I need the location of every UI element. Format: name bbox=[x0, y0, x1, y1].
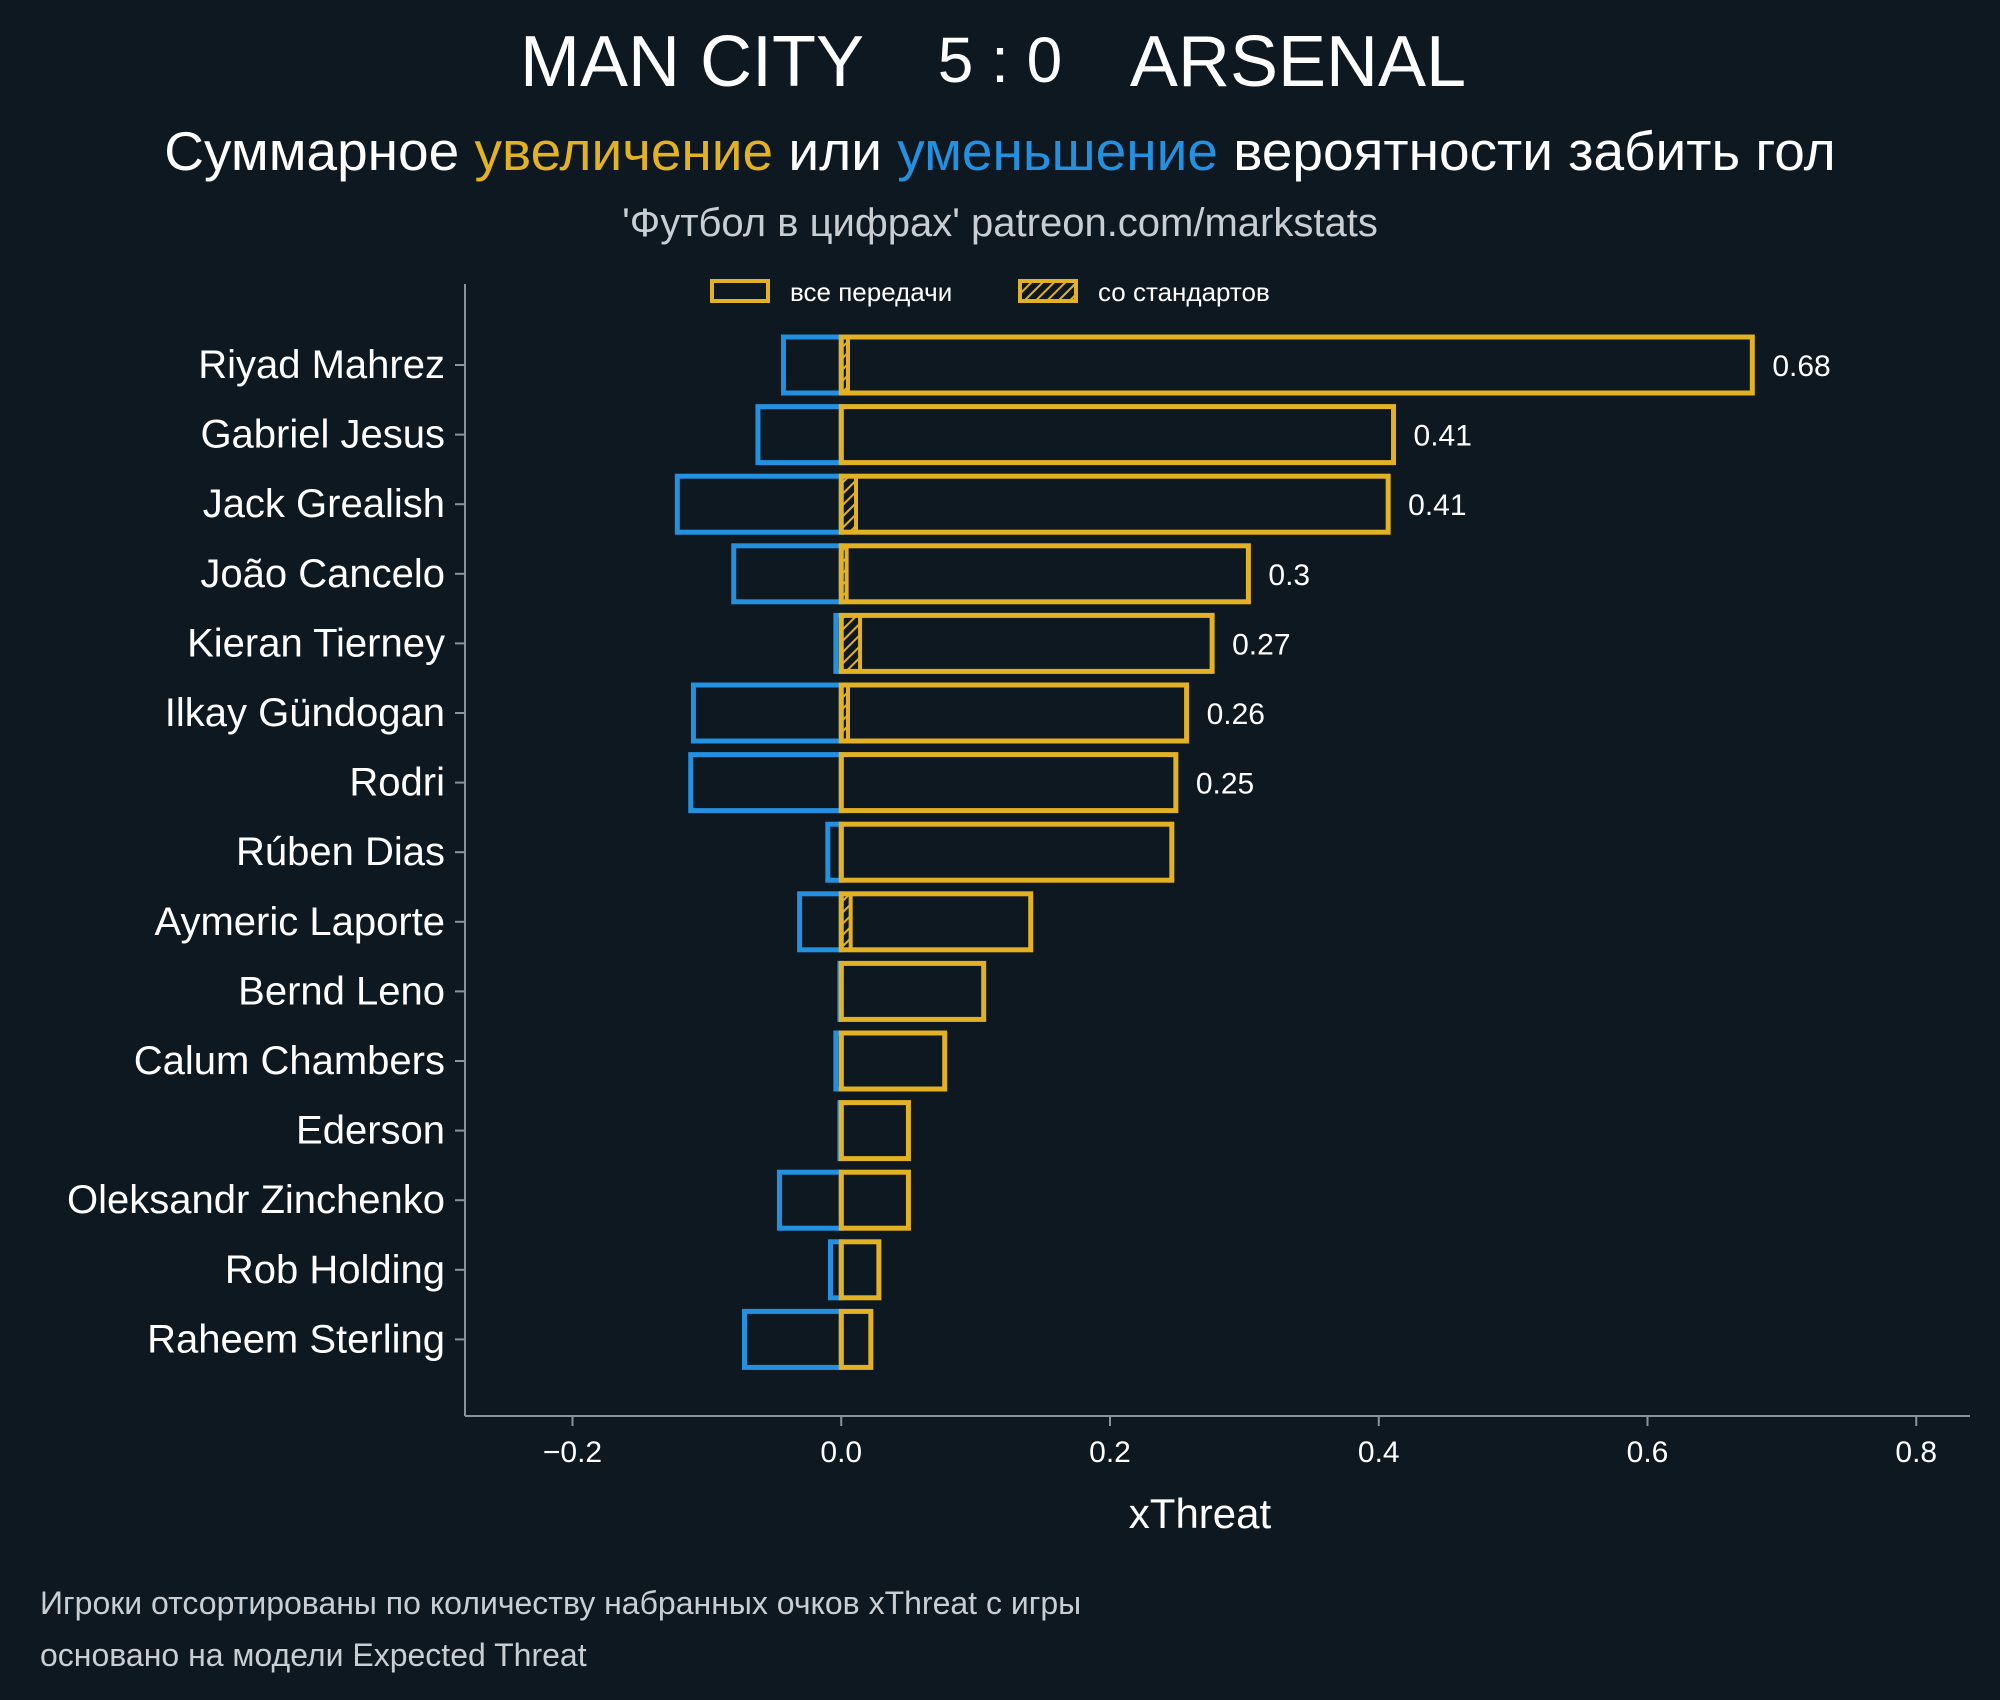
x-tick-label: 0.6 bbox=[1627, 1436, 1669, 1469]
data-label: 0.41 bbox=[1414, 420, 1472, 453]
subtitle-decrease: уменьшение bbox=[897, 120, 1218, 182]
legend-label-all: все передачи bbox=[790, 277, 952, 307]
bar-positive bbox=[838, 1169, 911, 1231]
legend: все передачи со стандартов bbox=[710, 277, 1270, 307]
bar-positive bbox=[838, 1308, 874, 1370]
x-axis-label: xThreat bbox=[1129, 1490, 1272, 1537]
x-tick-label: 0.4 bbox=[1358, 1436, 1400, 1469]
score: 5 : 0 bbox=[938, 24, 1063, 96]
data-label: 0.41 bbox=[1408, 489, 1466, 522]
y-tick-label: Ilkay Gündogan bbox=[165, 691, 445, 735]
bar-positive bbox=[838, 612, 1215, 674]
legend-label-setpiece: со стандартов bbox=[1098, 277, 1270, 307]
source-credit: 'Футбол в цифрах' patreon.com/markstats bbox=[622, 201, 1378, 245]
subtitle-part2: или bbox=[773, 120, 897, 182]
bar-positive bbox=[838, 473, 1391, 535]
chart-subtitle: Суммарное увеличение или уменьшение веро… bbox=[164, 120, 1835, 182]
y-tick-label: Bernd Leno bbox=[238, 969, 445, 1013]
y-tick-labels: Riyad Mahrez Gabriel Jesus Jack Grealish Jo… bbox=[67, 343, 465, 1361]
y-tick-label: Kieran Tierney bbox=[187, 621, 445, 665]
y-tick-label: Rob Holding bbox=[225, 1248, 445, 1292]
bar-positive bbox=[838, 1239, 882, 1301]
bar-positive bbox=[838, 682, 1190, 744]
x-tick-labels: −0.2 0.0 0.2 0.4 0.6 0.8 bbox=[543, 1416, 1937, 1469]
y-tick-label: Calum Chambers bbox=[134, 1039, 445, 1083]
data-label: 0.26 bbox=[1207, 698, 1265, 731]
y-tick-label: Rodri bbox=[349, 761, 445, 805]
bar-positive bbox=[838, 752, 1179, 814]
subtitle-increase: увеличение bbox=[475, 120, 774, 182]
legend-swatch-setpiece bbox=[1018, 279, 1078, 303]
y-tick-label: Jack Grealish bbox=[203, 482, 445, 526]
y-tick-label: Ederson bbox=[296, 1109, 445, 1153]
data-label: 0.68 bbox=[1772, 350, 1830, 383]
y-tick-label: Oleksandr Zinchenko bbox=[67, 1178, 445, 1222]
bar-setpiece bbox=[839, 613, 863, 674]
y-tick-label: Raheem Sterling bbox=[147, 1317, 445, 1361]
data-label: 0.25 bbox=[1196, 768, 1254, 801]
bar-positive bbox=[838, 1030, 948, 1092]
bar-positive bbox=[838, 404, 1397, 466]
x-tick-label: 0.8 bbox=[1895, 1436, 1937, 1469]
footer-note-2: основано на модели Expected Threat bbox=[40, 1637, 587, 1673]
subtitle-part3: вероятности забить гол bbox=[1218, 120, 1836, 182]
legend-swatch-all bbox=[710, 279, 770, 303]
x-tick-label: −0.2 bbox=[543, 1436, 602, 1469]
bars-layer: 0.68 0.41 0.41 0.3 0.27 0.26 0.25 bbox=[674, 334, 1831, 1370]
data-label: 0.27 bbox=[1232, 628, 1290, 661]
bar-positive bbox=[838, 960, 987, 1022]
team-away: ARSENAL bbox=[1130, 22, 1466, 102]
x-tick-label: 0.0 bbox=[820, 1436, 862, 1469]
team-home: MAN CITY bbox=[520, 22, 864, 102]
data-label: 0.3 bbox=[1268, 559, 1310, 592]
y-tick-label: Riyad Mahrez bbox=[198, 343, 445, 387]
bar-positive bbox=[838, 543, 1251, 605]
y-tick-label: Rúben Dias bbox=[236, 830, 445, 874]
bar-positive bbox=[838, 334, 1755, 396]
y-tick-label: Aymeric Laporte bbox=[154, 900, 445, 944]
footer-note-1: Игроки отсортированы по количеству набра… bbox=[40, 1585, 1081, 1621]
y-tick-label: João Cancelo bbox=[200, 552, 445, 596]
subtitle-part1: Суммарное bbox=[164, 120, 474, 182]
bar-positive bbox=[838, 891, 1034, 953]
bar-positive bbox=[838, 1100, 911, 1162]
bar-positive bbox=[838, 821, 1175, 883]
y-tick-label: Gabriel Jesus bbox=[200, 413, 445, 457]
x-tick-label: 0.2 bbox=[1089, 1436, 1131, 1469]
